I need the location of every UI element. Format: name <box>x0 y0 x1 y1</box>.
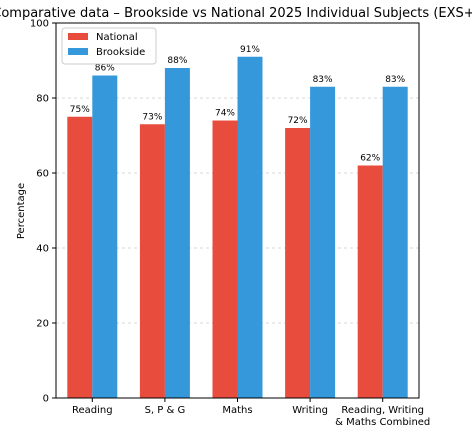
data-labels: 75% 86% 73% 88% 74% 91% 72% 83% 62% 83% <box>70 45 406 164</box>
x-axis: Reading S, P & G Maths Writing Reading, Writ… <box>72 398 430 428</box>
data-label: 74% <box>215 109 235 119</box>
bar-national <box>139 124 165 398</box>
data-label: 86% <box>95 64 115 74</box>
data-label: 75% <box>70 105 90 115</box>
y-tick-label: 60 <box>36 169 49 180</box>
bars <box>67 56 408 398</box>
x-tick-label: Maths <box>222 405 252 416</box>
bar-national <box>212 120 238 398</box>
legend: National Brookside <box>61 27 157 65</box>
x-tick-label: Writing <box>292 405 328 416</box>
y-axis: 0 20 40 60 80 100 <box>30 19 56 405</box>
bar-brookside <box>310 86 336 398</box>
data-label: 91% <box>240 45 260 55</box>
legend-label-brookside: Brookside <box>96 47 145 58</box>
legend-swatch-national <box>68 33 88 40</box>
bar-national <box>357 165 383 398</box>
data-label: 83% <box>385 75 405 85</box>
data-label: 88% <box>167 56 187 66</box>
data-label: 83% <box>313 75 333 85</box>
bar-brookside <box>164 68 190 398</box>
y-tick-label: 40 <box>36 244 49 255</box>
y-tick-label: 0 <box>43 394 49 405</box>
chart-title: Comparative data – Brookside vs National… <box>0 6 472 21</box>
y-tick-label: 80 <box>36 94 49 105</box>
bar-brookside <box>92 75 118 398</box>
x-tick-label: Reading <box>72 405 113 416</box>
data-label: 73% <box>142 112 162 122</box>
bar-national <box>67 116 93 398</box>
y-tick-label: 100 <box>30 19 49 30</box>
x-tick-label: Reading, Writing & Maths Combined <box>335 405 430 428</box>
y-tick-label: 20 <box>36 319 49 330</box>
bar-brookside <box>382 86 408 398</box>
bar-brookside <box>237 56 263 398</box>
legend-label-national: National <box>96 32 138 43</box>
y-axis-label: Percentage <box>16 183 27 239</box>
legend-swatch-brookside <box>68 48 88 55</box>
bar-national <box>285 128 311 398</box>
x-tick-label: S, P & G <box>145 405 186 416</box>
data-label: 72% <box>288 116 308 126</box>
data-label: 62% <box>360 154 380 164</box>
